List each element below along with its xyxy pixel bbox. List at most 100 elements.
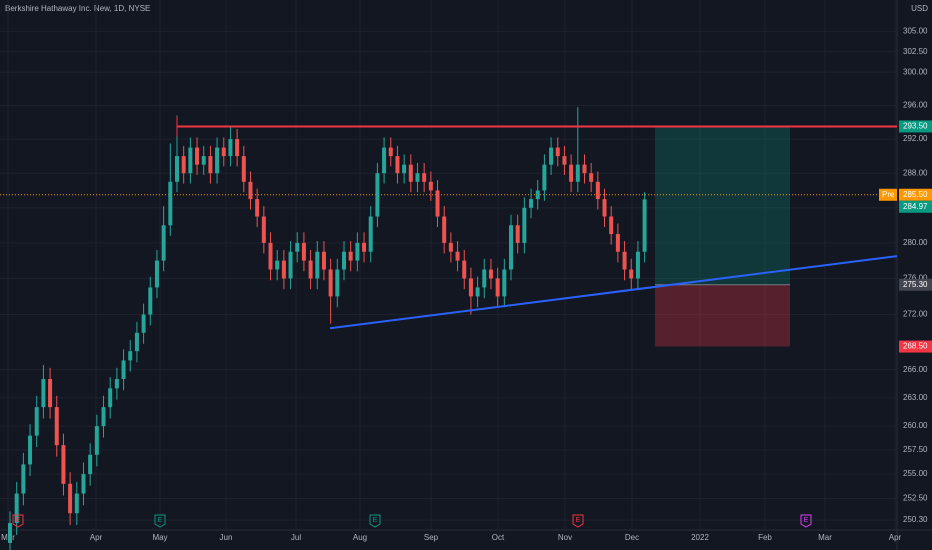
x-tick-label: Aug (353, 533, 367, 542)
candle-body (175, 156, 179, 182)
candle-body (128, 351, 133, 361)
candle-body (255, 199, 260, 217)
y-tick-label: 250.30 (903, 515, 928, 524)
candle-body (41, 378, 46, 408)
event-label: E (576, 517, 581, 524)
candle-body (168, 181, 173, 226)
candle-body (562, 156, 567, 165)
x-tick-label: Feb (758, 533, 772, 542)
candle-body (642, 199, 647, 252)
candle-body (188, 147, 193, 174)
candle-body (201, 156, 206, 165)
candle-body (74, 493, 79, 514)
candle-body (28, 435, 33, 465)
candle-body (575, 164, 580, 182)
candle-body (181, 156, 186, 174)
candle-body (108, 388, 113, 408)
candle-body (462, 260, 467, 279)
event-marker (12, 514, 24, 528)
candle-body (482, 269, 487, 288)
candle-body (415, 173, 420, 182)
y-tick-label: 280.00 (903, 238, 928, 247)
y-tick-label: 272.00 (903, 310, 928, 319)
candle-body (301, 242, 306, 261)
candle-body (382, 147, 387, 174)
candle-body (235, 139, 240, 157)
candle-body (241, 156, 246, 182)
candle-body (542, 164, 547, 191)
candle-body (228, 139, 233, 157)
y-tick-label: 266.00 (903, 365, 928, 374)
x-tick-label: Oct (492, 533, 505, 542)
candle-body (448, 242, 453, 252)
x-tick-label: Mar (818, 533, 832, 542)
candle-body (114, 378, 119, 389)
candle-body (589, 173, 594, 182)
candle-body (622, 251, 627, 270)
candle-body (615, 234, 620, 252)
candle-body (495, 278, 500, 297)
candle-body (14, 493, 19, 524)
target-price-label: 293.50 (903, 122, 928, 131)
candle-body (161, 225, 166, 261)
event-marker (154, 514, 166, 528)
event-label: E (16, 517, 21, 524)
candle-body (141, 314, 146, 333)
candle-body (61, 445, 66, 484)
candle-body (315, 251, 320, 279)
x-tick-label: Apr (90, 533, 103, 542)
candle-body (134, 332, 139, 352)
candle-body (295, 242, 300, 252)
candle-body (468, 278, 473, 297)
x-tick-label: Sep (424, 533, 439, 542)
target-price-label-bg (899, 120, 932, 133)
y-tick-label: 300.00 (903, 67, 928, 76)
x-tick-label: Dec (625, 533, 639, 542)
candle-body (402, 164, 407, 174)
candle-body (335, 269, 340, 297)
candle-body (635, 251, 640, 279)
stop-zone (655, 284, 790, 347)
candle-body (308, 260, 313, 279)
candle-body (321, 251, 326, 270)
x-tick-label: 2022 (691, 533, 709, 542)
candle-body (68, 483, 73, 514)
event-label: E (158, 517, 163, 524)
candle-body (342, 251, 346, 270)
candle-body (595, 181, 600, 200)
candle-body (8, 523, 12, 543)
candle-body (555, 147, 560, 157)
last-price-label: 284.97 (903, 202, 928, 211)
entry-price-label: 275.30 (903, 280, 928, 289)
currency[interactable]: USD (911, 4, 928, 13)
candle-body (268, 242, 273, 270)
candle-body (549, 147, 554, 165)
candle-body (148, 287, 153, 315)
candle-body (629, 269, 634, 279)
candle-body (375, 173, 380, 217)
event-marker (369, 514, 381, 528)
y-tick-label: 255.00 (903, 469, 928, 478)
candle-body (535, 190, 540, 200)
entry-price-label-bg (899, 278, 932, 291)
candle-body (442, 216, 447, 243)
candle-body (208, 156, 213, 174)
chart-title: Berkshire Hathaway Inc. New, 1D, NYSE (5, 4, 150, 13)
y-tick-label: 302.50 (903, 47, 928, 56)
y-tick-label: 296.00 (903, 101, 928, 110)
candle-body (509, 225, 513, 270)
y-tick-label: 252.50 (903, 494, 928, 503)
candle-body (529, 199, 534, 208)
candle-body (275, 260, 280, 270)
candle-body (248, 181, 253, 200)
candle-body (609, 216, 614, 235)
target-zone (655, 126, 790, 285)
candle-body (435, 190, 440, 217)
candle-body (388, 147, 393, 157)
y-tick-label: 276.00 (903, 274, 928, 283)
candle-body (368, 216, 373, 252)
candle-body (94, 426, 99, 455)
candle-body (488, 269, 493, 279)
